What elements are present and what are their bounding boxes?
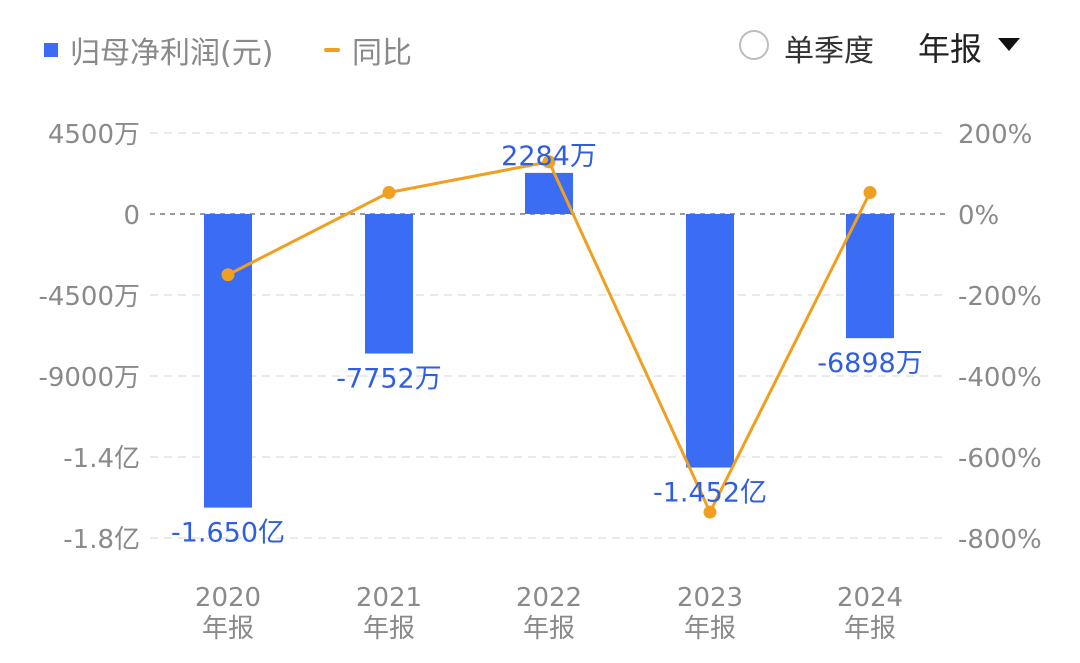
yoy-point[interactable] (542, 155, 556, 169)
legend-bar-swatch (44, 43, 58, 57)
x-axis-period-label: 年报 (523, 614, 575, 644)
legend-label-profit: 归母净利润(元) (70, 36, 274, 71)
bar-data-label: -1.452亿 (653, 478, 767, 509)
right-axis-tick-label: -400% (958, 363, 1042, 393)
legend-line-swatch (324, 48, 340, 52)
right-axis-tick-label: -200% (958, 282, 1042, 312)
chart-header: 归母净利润(元) 同比 单季度 年报 (0, 0, 1080, 90)
chevron-down-icon (998, 37, 1021, 51)
yoy-point[interactable] (703, 505, 717, 519)
x-axis-period-label: 年报 (363, 614, 415, 644)
x-axis-year-label: 2022 (516, 583, 582, 613)
period-dropdown[interactable]: 年报 (918, 24, 1021, 70)
x-axis-period-label: 年报 (844, 614, 896, 644)
x-axis-year-label: 2023 (677, 583, 743, 613)
x-axis-year-label: 2021 (356, 583, 422, 613)
left-axis-tick-label: -1.4亿 (63, 444, 140, 474)
x-axis-period-label: 年报 (202, 614, 254, 644)
profit-bar[interactable] (365, 214, 413, 354)
right-axis-tick-label: -600% (958, 444, 1042, 474)
bar-series (204, 172, 894, 508)
legend-item-yoy[interactable]: 同比 (324, 28, 412, 72)
quarter-radio-button[interactable] (739, 30, 769, 60)
left-axis: 4500万 0 -4500万 -9000万 -1.4亿 -1.8亿 (38, 120, 140, 555)
x-axis-year-label: 2024 (837, 583, 903, 613)
yoy-point[interactable] (221, 268, 235, 282)
bar-data-labels: -1.650亿 -7752万 2284万 -1.452亿 -6898万 (171, 141, 923, 549)
profit-bar[interactable] (686, 214, 734, 468)
bar-data-label: 2284万 (501, 141, 597, 172)
profit-bar[interactable] (525, 172, 573, 214)
quarter-toggle-label[interactable]: 单季度 (784, 34, 874, 69)
left-axis-tick-label: -1.8亿 (63, 525, 140, 555)
bar-data-label: -1.650亿 (171, 518, 285, 549)
left-axis-tick-label: -4500万 (38, 282, 140, 312)
yoy-point[interactable] (382, 186, 396, 200)
left-axis-tick-label: -9000万 (38, 363, 140, 393)
grid-lines (150, 132, 945, 539)
yoy-point[interactable] (863, 186, 877, 200)
right-axis: 200% 0% -200% -400% -600% -800% (958, 120, 1042, 555)
x-axis-year-label: 2020 (195, 583, 261, 613)
legend-label-yoy: 同比 (352, 36, 412, 71)
bar-data-label: -6898万 (817, 348, 922, 379)
period-dropdown-label: 年报 (918, 30, 983, 68)
right-axis-tick-label: 0% (958, 201, 999, 231)
right-axis-tick-label: 200% (958, 120, 1032, 150)
bar-data-label: -7752万 (336, 364, 441, 395)
x-axis-period-label: 年报 (684, 614, 736, 644)
yoy-line-series (221, 155, 877, 519)
profit-bar[interactable] (846, 214, 894, 339)
right-axis-tick-label: -800% (958, 525, 1042, 555)
legend-item-profit[interactable]: 归母净利润(元) (44, 28, 273, 72)
profit-bar[interactable] (204, 214, 252, 508)
left-axis-tick-label: 4500万 (48, 120, 140, 150)
left-axis-tick-label: 0 (123, 201, 140, 231)
